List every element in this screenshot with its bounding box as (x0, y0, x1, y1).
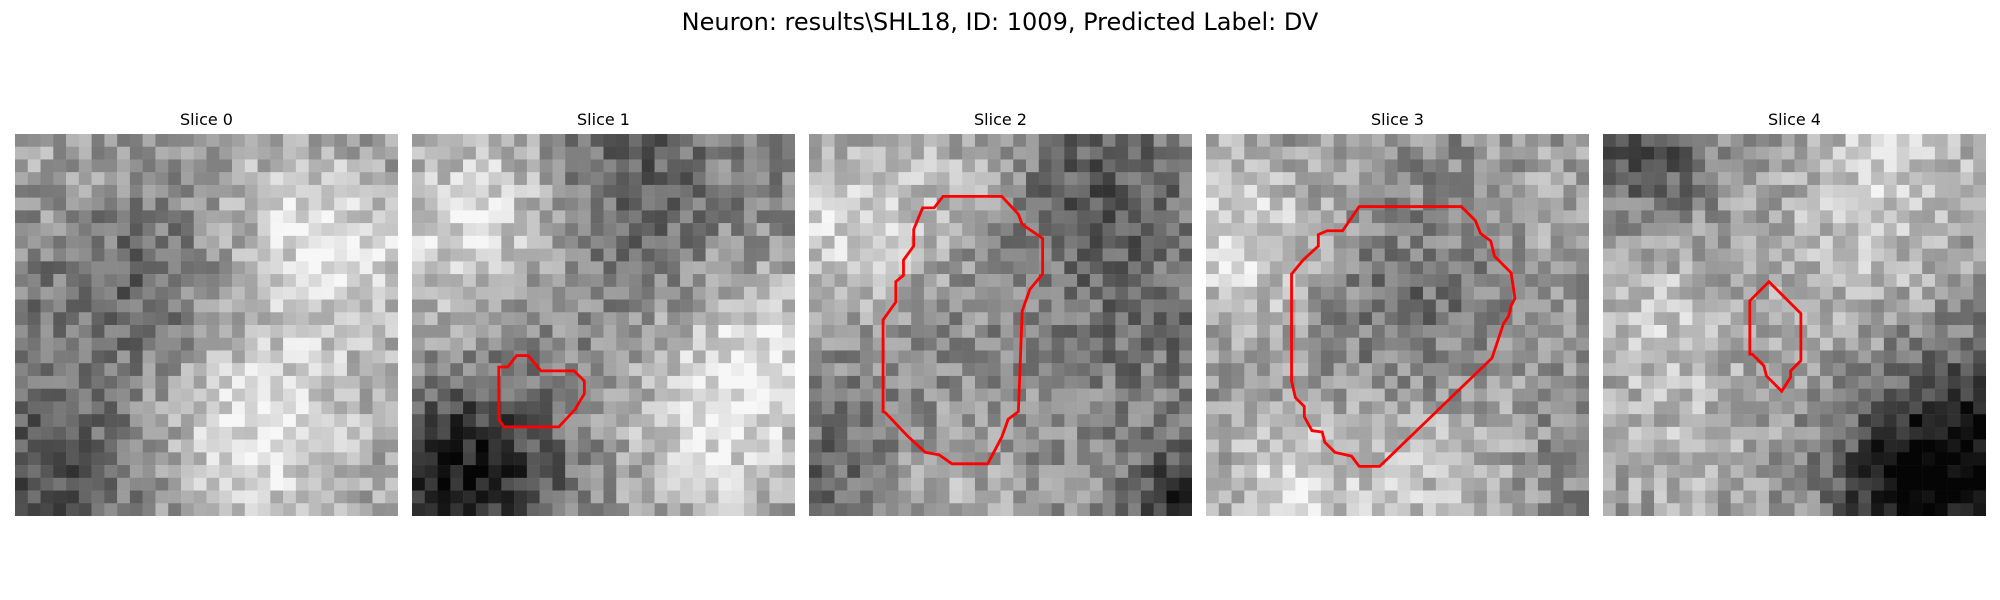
image-pixels (1206, 134, 1589, 516)
slice-title-2: Slice 2 (974, 110, 1027, 129)
slice-title-4: Slice 4 (1768, 110, 1821, 129)
slice-title-3: Slice 3 (1371, 110, 1424, 129)
slice-image-2 (809, 134, 1192, 516)
roi-contour-1 (497, 354, 586, 429)
slice-image-4 (1603, 134, 1986, 516)
slice-image-1 (412, 134, 795, 516)
slice-image-3 (1206, 134, 1589, 516)
figure-title: Neuron: results\SHL18, ID: 1009, Predict… (681, 8, 1319, 36)
image-pixels (1603, 134, 1986, 516)
roi-contour-3 (1290, 205, 1517, 468)
slice-title-1: Slice 1 (577, 110, 630, 129)
slice-panel-2: Slice 2 (809, 110, 1192, 516)
slice-panel-1: Slice 1 (412, 110, 795, 516)
image-pixels (412, 134, 795, 516)
roi-contour-2 (881, 194, 1045, 466)
image-pixels (15, 134, 398, 516)
slice-title-0: Slice 0 (180, 110, 233, 129)
slice-panel-0: Slice 0 (15, 110, 398, 516)
slice-panel-3: Slice 3 (1206, 110, 1589, 516)
roi-contour-4 (1748, 279, 1803, 394)
slice-image-0 (15, 134, 398, 516)
image-pixels (809, 134, 1192, 516)
slice-panel-4: Slice 4 (1603, 110, 1986, 516)
